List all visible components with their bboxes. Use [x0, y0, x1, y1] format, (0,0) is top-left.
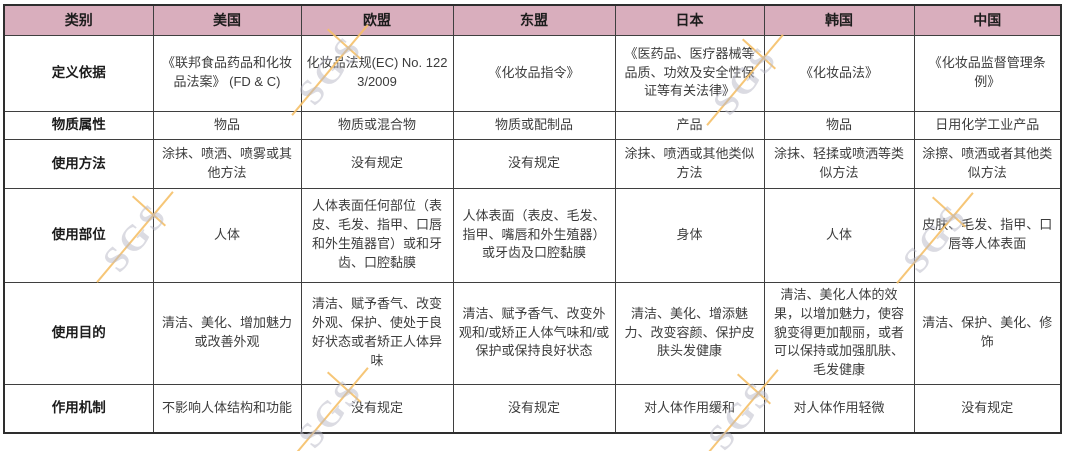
table-cell: 对人体作用轻微	[763, 383, 915, 434]
table-cell: 产品	[614, 110, 765, 140]
table-cell: 物质或配制品	[452, 110, 616, 140]
table-cell: 身体	[614, 187, 765, 283]
table-cell: 没有规定	[452, 383, 616, 434]
column-header: 美国	[152, 4, 302, 36]
table-cell: 物质或混合物	[300, 110, 454, 140]
corner-header-category: 类别	[3, 4, 154, 36]
table-cell: 清洁、美化、增加魅力或改善外观	[152, 281, 302, 385]
table-row: 使用部位 人体 人体表面任何部位（表皮、毛发、指甲、口唇和外生殖器官）或和牙齿、口腔…	[3, 187, 1062, 283]
table-row: 定义依据 《联邦食品药品和化妆品法案》 (FD & C) 化妆品法规(EC) No.…	[3, 34, 1062, 112]
table-cell: 皮肤、毛发、指甲、口唇等人体表面	[913, 187, 1062, 283]
table-cell: 人体	[763, 187, 915, 283]
row-label: 使用目的	[3, 281, 154, 385]
table-cell: 涂抹、喷洒、喷雾或其他方法	[152, 138, 302, 189]
table-cell: 《化妆品监督管理条例》	[913, 34, 1062, 112]
table-cell: 清洁、赋予香气、改变外观和/或矫正人体气味和/或保护或保持良好状态	[452, 281, 616, 385]
table-row: 使用方法 涂抹、喷洒、喷雾或其他方法 没有规定 没有规定 涂抹、喷洒或其他类似方法 涂抹、…	[3, 138, 1062, 189]
column-header: 东盟	[452, 4, 616, 36]
table-cell: 人体表面（表皮、毛发、指甲、嘴唇和外生殖器）或牙齿及口腔黏膜	[452, 187, 616, 283]
table-cell: 涂抹、轻揉或喷洒等类似方法	[763, 138, 915, 189]
table-cell: 清洁、赋予香气、改变外观、保护、使处于良好状态或者矫正人体异味	[300, 281, 454, 385]
table-cell: 化妆品法规(EC) No. 1223/2009	[300, 34, 454, 112]
table-row: 使用目的 清洁、美化、增加魅力或改善外观 清洁、赋予香气、改变外观、保护、使处于良好…	[3, 281, 1062, 385]
table-row: 作用机制 不影响人体结构和功能 没有规定 没有规定 对人体作用缓和 对人体作用轻微 没有规定	[3, 383, 1062, 434]
table-cell: 不影响人体结构和功能	[152, 383, 302, 434]
column-header: 日本	[614, 4, 765, 36]
row-label: 物质属性	[3, 110, 154, 140]
table-cell: 《化妆品法》	[763, 34, 915, 112]
row-label: 定义依据	[3, 34, 154, 112]
table-cell: 《医药品、医疗器械等品质、功效及安全性保证等有关法律》	[614, 34, 765, 112]
table-cell: 清洁、保护、美化、修饰	[913, 281, 1062, 385]
table-cell: 没有规定	[452, 138, 616, 189]
row-label: 作用机制	[3, 383, 154, 434]
column-header: 中国	[913, 4, 1062, 36]
table-cell: 物品	[152, 110, 302, 140]
column-header: 韩国	[763, 4, 915, 36]
row-label: 使用方法	[3, 138, 154, 189]
table-cell: 涂抹、喷洒或其他类似方法	[614, 138, 765, 189]
table-cell: 对人体作用缓和	[614, 383, 765, 434]
table-cell: 涂擦、喷洒或者其他类似方法	[913, 138, 1062, 189]
table-cell: 人体	[152, 187, 302, 283]
cosmetics-regulation-comparison-table: 类别 美国 欧盟 东盟 日本 韩国 中国 定义依据 《联邦食品药品和化妆品法案》 (FD & …	[3, 4, 1062, 434]
table-cell: 没有规定	[300, 138, 454, 189]
table-body: 定义依据 《联邦食品药品和化妆品法案》 (FD & C) 化妆品法规(EC) No.…	[3, 34, 1062, 434]
table-cell: 人体表面任何部位（表皮、毛发、指甲、口唇和外生殖器官）或和牙齿、口腔黏膜	[300, 187, 454, 283]
table-cell: 《化妆品指令》	[452, 34, 616, 112]
table-cell: 没有规定	[913, 383, 1062, 434]
row-label: 使用部位	[3, 187, 154, 283]
column-header: 欧盟	[300, 4, 454, 36]
table-cell: 物品	[763, 110, 915, 140]
table-cell: 清洁、美化、增添魅力、改变容颜、保护皮肤头发健康	[614, 281, 765, 385]
table-cell: 日用化学工业产品	[913, 110, 1062, 140]
table-cell: 没有规定	[300, 383, 454, 434]
header-row: 类别 美国 欧盟 东盟 日本 韩国 中国	[3, 4, 1062, 36]
table-cell: 《联邦食品药品和化妆品法案》 (FD & C)	[152, 34, 302, 112]
table-row: 物质属性 物品 物质或混合物 物质或配制品 产品 物品 日用化学工业产品	[3, 110, 1062, 140]
table-cell: 清洁、美化人体的效果，以增加魅力，使容貌变得更加靓丽，或者可以保持或加强肌肤、毛…	[763, 281, 915, 385]
